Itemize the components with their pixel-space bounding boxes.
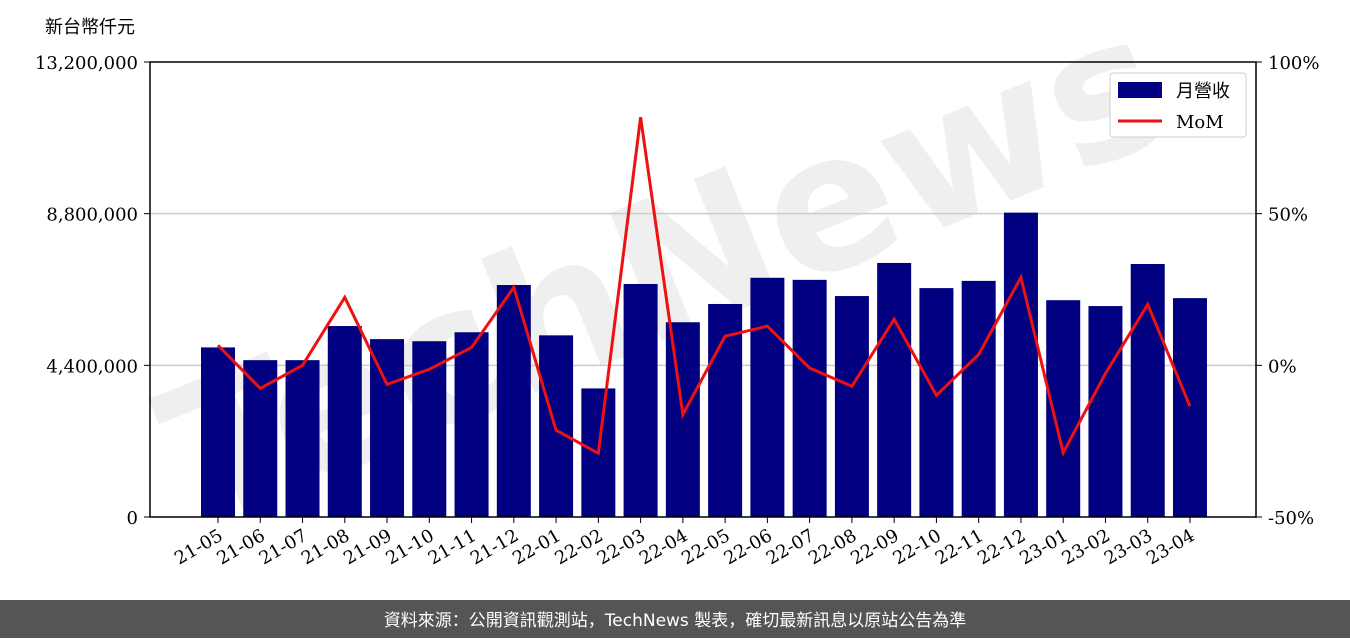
legend-swatch — [1118, 82, 1162, 98]
y2-tick-label: -50% — [1268, 508, 1314, 529]
plot-frame — [149, 61, 1257, 518]
bar — [285, 360, 320, 517]
y-axis-label: 新台幣仟元 — [45, 17, 135, 38]
bar — [1088, 306, 1123, 517]
bar — [623, 283, 658, 517]
bar — [454, 332, 489, 517]
y2-tick-label: 0% — [1268, 356, 1297, 377]
bar — [327, 326, 362, 517]
footer-bar — [0, 600, 1350, 638]
bar — [370, 339, 405, 517]
line — [216, 116, 1192, 457]
bar — [1172, 298, 1207, 517]
bar — [750, 277, 785, 517]
y2-tick-label: 100% — [1268, 53, 1319, 74]
bar — [877, 262, 912, 517]
bar — [412, 341, 447, 517]
x-tick-label: 23-04 — [1143, 525, 1198, 569]
bar — [201, 347, 235, 517]
bar — [961, 280, 996, 517]
footer: 資料來源：公開資訊觀測站，TechNews 製表，確切最新訊息以原站公告為準 — [384, 611, 966, 631]
y-tick-label: 8,800,000 — [46, 205, 138, 226]
bar — [665, 322, 700, 517]
bar — [834, 296, 869, 517]
bar — [243, 360, 278, 517]
bar — [792, 279, 827, 517]
bar — [919, 288, 954, 517]
legend-label: 月營收 — [1176, 81, 1230, 102]
bar — [496, 285, 531, 517]
y2-tick-label: 50% — [1268, 205, 1308, 226]
y-tick-label: 4,400,000 — [46, 356, 138, 377]
legend-label: MoM — [1176, 112, 1224, 133]
y-tick-label: 0 — [127, 508, 138, 529]
bar — [1003, 212, 1038, 517]
bar — [708, 303, 743, 517]
y-tick-label: 13,200,000 — [35, 53, 138, 74]
